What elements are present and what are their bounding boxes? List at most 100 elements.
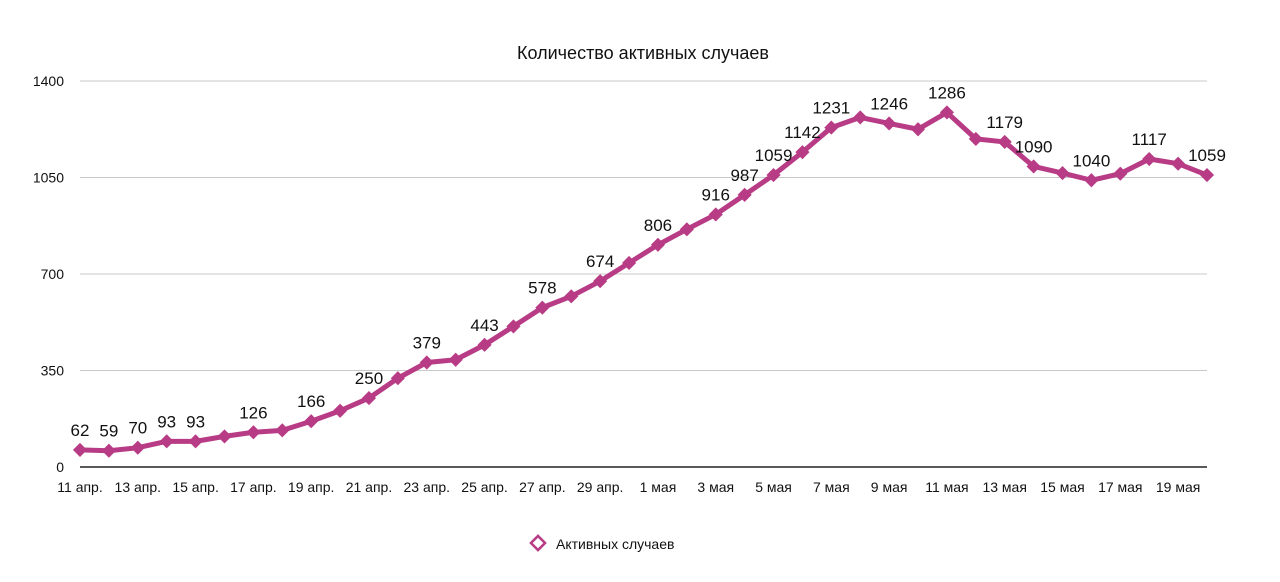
x-tick-label: 17 апр.	[230, 479, 277, 495]
legend-label: Активных случаев	[556, 536, 674, 552]
x-tick-label: 15 апр.	[172, 479, 219, 495]
data-label: 93	[157, 412, 176, 431]
data-point-marker	[188, 434, 203, 449]
data-label: 1286	[928, 83, 966, 102]
data-point-marker	[448, 352, 463, 367]
data-point-marker	[882, 116, 897, 131]
data-label: 674	[586, 252, 614, 271]
x-tick-label: 13 мая	[982, 479, 1026, 495]
data-point-marker	[593, 274, 608, 289]
data-label: 62	[71, 421, 90, 440]
data-label: 578	[528, 279, 556, 298]
grid-lines	[80, 80, 1207, 371]
x-tick-label: 19 мая	[1156, 479, 1200, 495]
x-tick-label: 1 мая	[640, 479, 677, 495]
data-label: 1117	[1132, 130, 1167, 149]
data-point-marker	[217, 429, 232, 444]
data-point-marker	[72, 442, 88, 457]
data-point-marker	[477, 337, 492, 352]
data-label: 916	[702, 185, 730, 204]
data-point-marker	[1026, 159, 1041, 174]
data-label: 1040	[1072, 151, 1110, 170]
y-tick-label: 0	[56, 459, 64, 475]
x-tick-label: 5 мая	[755, 479, 792, 495]
x-tick-label: 29 апр.	[577, 479, 624, 495]
legend-marker-diamond	[529, 534, 547, 552]
y-tick-label: 1400	[33, 73, 64, 89]
data-point-marker	[621, 255, 637, 271]
data-point-marker	[390, 371, 405, 386]
x-tick-label: 23 апр.	[404, 479, 451, 495]
data-label: 1142	[784, 123, 821, 142]
x-tick-label: 17 мая	[1098, 479, 1142, 495]
x-tick-label: 11 мая	[925, 479, 968, 495]
data-label: 1059	[1188, 146, 1226, 165]
x-tick-label: 3 мая	[697, 479, 734, 495]
data-point-marker	[1084, 173, 1099, 188]
x-tick-label: 11 апр.	[57, 479, 102, 495]
data-point-marker	[824, 120, 839, 135]
data-label: 987	[730, 166, 758, 185]
y-tick-label: 1050	[33, 170, 64, 186]
data-label: 93	[186, 412, 205, 431]
data-point-marker	[1113, 166, 1128, 181]
data-label: 443	[470, 316, 498, 335]
data-label: 1246	[870, 94, 908, 113]
data-point-marker	[910, 122, 926, 137]
data-point-marker	[159, 434, 174, 449]
x-tick-label: 9 мая	[871, 479, 908, 495]
data-labels: 62 59 70 93 93 126 166 250 379 443 578 674 806 916987…	[71, 83, 1226, 440]
y-tick-label: 700	[41, 266, 65, 282]
data-point-marker	[1055, 166, 1070, 181]
x-tick-label: 7 мая	[813, 479, 850, 495]
data-label: 1059	[755, 146, 793, 165]
data-point-marker	[1199, 167, 1215, 183]
data-point-marker	[766, 167, 781, 183]
series-line	[77, 109, 1210, 454]
data-point-marker	[333, 403, 348, 418]
data-label: 250	[355, 369, 383, 388]
x-axis-ticks: 11 апр. 13 апр. 15 апр. 17 апр. 19 апр. 21 ап…	[57, 479, 1200, 495]
x-tick-label: 27 апр.	[519, 479, 566, 495]
data-point-marker	[419, 355, 434, 370]
data-label: 70	[128, 419, 147, 438]
data-point-marker	[246, 425, 261, 440]
x-tick-label: 25 апр.	[461, 479, 508, 495]
data-point-marker	[130, 440, 145, 455]
x-tick-label: 13 апр.	[115, 479, 162, 495]
legend: Активных случаев	[529, 534, 674, 552]
y-axis-ticks: 0 350 700 1050 1400	[33, 73, 64, 475]
x-tick-label: 15 мая	[1040, 479, 1084, 495]
data-label: 806	[644, 216, 672, 235]
data-point-marker	[1171, 156, 1186, 171]
data-point-marker	[506, 319, 521, 334]
data-point-marker	[968, 131, 983, 146]
data-label: 166	[297, 392, 325, 411]
data-label: 126	[239, 403, 267, 422]
x-tick-label: 19 апр.	[288, 479, 335, 495]
data-point-marker	[650, 237, 666, 252]
data-point-marker	[997, 134, 1012, 150]
data-point-marker	[708, 207, 723, 222]
data-point-marker	[361, 391, 377, 406]
data-point-marker	[853, 110, 868, 125]
x-tick-label: 21 апр.	[346, 479, 393, 495]
data-point-marker	[304, 414, 319, 429]
data-label: 59	[99, 422, 118, 441]
data-point-marker	[275, 423, 290, 438]
data-label: 1179	[986, 113, 1023, 132]
chart-title: Количество активных случаев	[517, 43, 769, 63]
data-point-marker	[737, 187, 752, 202]
data-label: 1090	[1015, 137, 1053, 156]
data-label: 1231	[812, 99, 850, 118]
series-layer	[72, 105, 1215, 458]
data-point-marker	[101, 443, 116, 458]
data-point-marker	[535, 300, 550, 315]
data-label: 379	[413, 334, 441, 353]
y-tick-label: 350	[41, 363, 65, 379]
data-point-marker	[1142, 151, 1157, 167]
data-point-marker	[795, 145, 810, 160]
data-point-marker	[679, 222, 694, 237]
